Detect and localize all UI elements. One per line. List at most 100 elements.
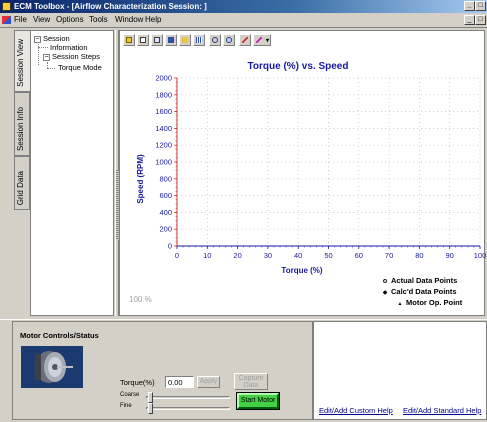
x-tick-label: 70 — [385, 251, 393, 260]
zoom-level: 100 % — [129, 295, 152, 304]
x-tick-labels: 0 10 20 30 40 50 60 70 80 90 100 — [175, 251, 486, 260]
copy-icon[interactable] — [151, 34, 163, 46]
x-tick-label: 0 — [175, 251, 179, 260]
x-tick-label: 100 — [474, 251, 486, 260]
tab-grid-data[interactable]: Grid Data — [14, 156, 30, 210]
tree-connector — [47, 62, 48, 68]
tree-label: Session — [43, 34, 70, 43]
standard-help-link[interactable]: Edit/Add Standard Help — [403, 406, 482, 415]
coarse-slider-thumb[interactable] — [148, 392, 153, 403]
y-tick-label: 1800 — [155, 90, 172, 99]
menu-view[interactable]: View — [33, 15, 51, 24]
grid-icon[interactable] — [193, 34, 205, 46]
chart-panel: ▾ Torque (%) vs. Speed 0 10 20 30 40 50 60 70 80… — [119, 30, 486, 316]
x-tick-label: 10 — [203, 251, 211, 260]
chart-grid — [177, 77, 481, 246]
chart-title: Torque (%) vs. Speed — [248, 61, 349, 72]
coarse-label: Coarse — [120, 392, 140, 398]
panel-splitter[interactable] — [115, 30, 119, 316]
fine-slider-track[interactable] — [146, 407, 230, 410]
chart-edit-icon[interactable] — [179, 34, 191, 46]
custom-help-link[interactable]: Edit/Add Custom Help — [319, 406, 393, 415]
capture-label: Capture — [238, 375, 264, 382]
zoom-in-icon[interactable] — [209, 34, 221, 46]
tree-node-torque-mode[interactable]: Torque Mode — [58, 63, 102, 72]
title-bar[interactable]: ECM Toolbox - [Airflow Characterization … — [0, 0, 487, 13]
tab-label: Grid Data — [16, 170, 25, 205]
mdi-restore-button[interactable]: □ — [475, 15, 486, 25]
capture-label-2: Data — [243, 382, 259, 389]
window-title: ECM Toolbox - [Airflow Characterization … — [14, 2, 207, 11]
side-tabs: Session View Session Info Grid Data — [14, 30, 30, 315]
legend-label-actual: Actual Data Points — [391, 276, 457, 285]
help-panel — [313, 321, 487, 420]
tree-node-information[interactable]: Information — [50, 43, 88, 52]
menu-bar: File View Options Tools Window Help _ □ — [0, 13, 487, 28]
y-axis-label: Speed (RPM) — [136, 154, 145, 204]
y-tick-label: 2000 — [155, 74, 172, 83]
torque-input[interactable]: 0.00 — [165, 376, 194, 388]
fine-slider-thumb[interactable] — [148, 403, 153, 414]
cursor-icon[interactable] — [123, 34, 135, 46]
minimize-button[interactable]: _ — [464, 1, 475, 11]
legend-symbol-motor: ▲ — [398, 301, 403, 307]
tree-node-session-steps[interactable]: − Session Steps — [43, 52, 100, 61]
x-tick-label: 80 — [415, 251, 423, 260]
y-tick-label: 1000 — [155, 158, 172, 167]
legend-symbol-actual: o — [383, 278, 387, 285]
tab-label: Session View — [16, 39, 25, 87]
menu-window[interactable]: Window — [115, 15, 144, 24]
torque-speed-chart: Torque (%) vs. Speed 0 10 20 30 40 50 60 70 80 90… — [136, 61, 486, 307]
session-tree: − Session Information − Session Steps Torq… — [30, 30, 114, 316]
x-axis-label: Torque (%) — [281, 266, 323, 275]
start-motor-button[interactable]: Start Motor — [236, 392, 280, 410]
chart-legend: o Actual Data Points ◆ Calc'd Data Point… — [383, 276, 463, 307]
motor-controls-title: Motor Controls/Status — [20, 331, 99, 340]
app-icon — [2, 2, 11, 11]
collapse-icon[interactable]: − — [34, 35, 41, 43]
legend-symbol-calc: ◆ — [383, 290, 388, 296]
maximize-button[interactable]: □ — [475, 1, 486, 11]
menu-tools[interactable]: Tools — [89, 15, 108, 24]
y-tick-label: 1200 — [155, 141, 172, 150]
menu-options[interactable]: Options — [56, 15, 84, 24]
tab-label: Session Info — [16, 106, 25, 151]
x-tick-label: 90 — [446, 251, 454, 260]
y-tick-label: 200 — [159, 225, 172, 234]
y-tick-labels: 0 200 400 600 800 1000 1200 1400 1600 1800 2000 — [155, 74, 172, 251]
chart-options-icon[interactable]: ▾ — [253, 34, 271, 46]
menu-help[interactable]: Help — [145, 15, 162, 24]
mdi-controls: _ □ — [464, 15, 486, 25]
save-icon[interactable] — [165, 34, 177, 46]
open-file-icon[interactable] — [137, 34, 149, 46]
collapse-icon[interactable]: − — [43, 53, 50, 61]
tree-connector — [38, 44, 39, 65]
document-icon[interactable] — [2, 16, 11, 24]
fine-label: Fine — [120, 403, 132, 409]
capture-data-button[interactable]: Capture Data — [234, 373, 268, 390]
tree-connector — [47, 68, 55, 69]
tab-session-view[interactable]: Session View — [14, 30, 30, 92]
tree-node-session[interactable]: − Session — [34, 34, 70, 43]
splitter-grip[interactable] — [116, 170, 119, 240]
zoom-out-icon[interactable] — [223, 34, 235, 46]
legend-label-calc: Calc'd Data Points — [391, 287, 457, 296]
x-tick-label: 50 — [324, 251, 332, 260]
apply-button[interactable]: Apply — [197, 376, 220, 388]
pen-icon[interactable] — [239, 34, 251, 46]
legend-label-motor: Motor Op. Point — [406, 298, 463, 307]
y-tick-label: 1400 — [155, 124, 172, 133]
y-tick-label: 600 — [159, 191, 172, 200]
x-tick-label: 30 — [264, 251, 272, 260]
menu-file[interactable]: File — [14, 15, 27, 24]
mdi-minimize-button[interactable]: _ — [464, 15, 475, 25]
torque-label: Torque(%) — [120, 378, 155, 387]
x-tick-label: 20 — [233, 251, 241, 260]
chevron-down-icon[interactable]: ▾ — [265, 38, 269, 44]
y-tick-label: 800 — [159, 174, 172, 183]
coarse-slider-track[interactable] — [146, 396, 230, 399]
tree-label: Session Steps — [52, 52, 100, 61]
tree-connector — [38, 47, 48, 48]
tab-session-info[interactable]: Session Info — [14, 92, 30, 156]
